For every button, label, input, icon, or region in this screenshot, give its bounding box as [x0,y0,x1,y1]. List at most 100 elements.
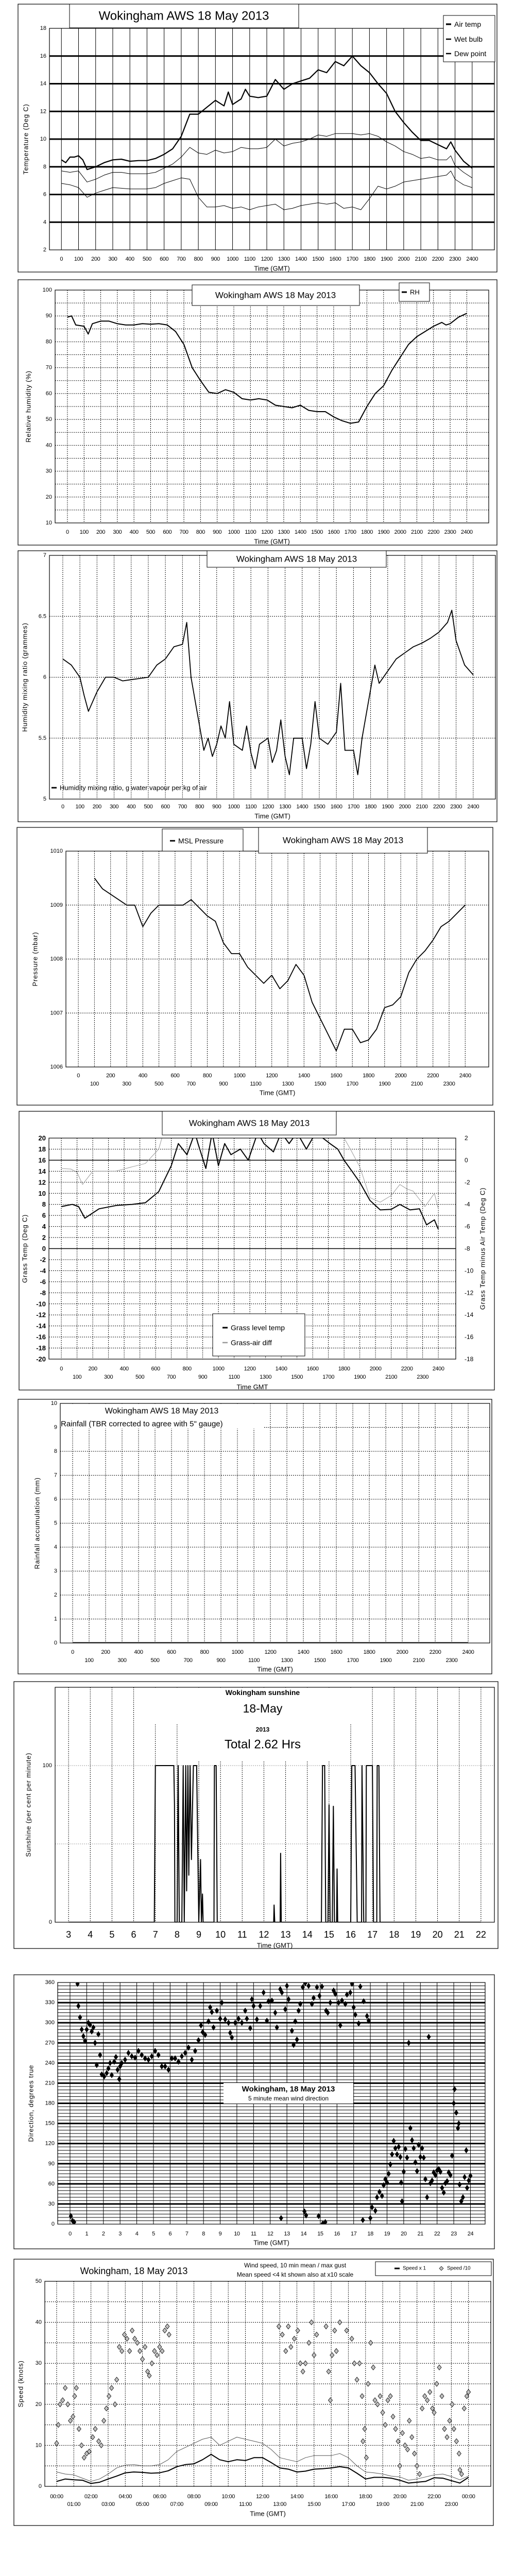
data-point [280,1989,284,1996]
x-tick-label: 1600 [330,1073,342,1079]
x-tick-label: 22 [476,1929,486,1940]
data-point [136,2047,141,2054]
data-point [228,2029,232,2036]
data-point [380,2193,384,2199]
x-tick-label: 13 [281,1929,291,1940]
data-point [291,2042,296,2048]
data-point [200,2029,205,2036]
data-point [337,2319,342,2326]
data-point [398,2154,403,2160]
x-tick-label: 0 [68,2231,72,2237]
data-point [298,2360,303,2366]
y-tick-label: 80 [46,338,52,345]
y-tick-label: 0 [52,2221,55,2227]
chart-frame [18,4,497,273]
data-point [129,2053,134,2060]
data-point [386,2171,391,2177]
x-tick-label: 300 [108,256,117,262]
x-tick-label: 600 [161,804,170,810]
data-point [405,2446,410,2453]
series-line-series-1 [68,1765,481,1922]
x-tick-label: 1100 [245,804,256,810]
x-tick-label: 800 [200,1649,209,1655]
data-point [310,2001,314,2007]
x-tick-label: 1500 [312,256,324,262]
y-tick-label: 16 [39,1156,46,1164]
data-point [340,1997,345,2004]
data-point [364,2454,369,2461]
data-point [353,2011,357,2018]
x-tick-label: 600 [167,1649,176,1655]
data-point [417,2142,421,2148]
x-tick-label: 15 [324,1929,334,1940]
data-point [83,2038,88,2044]
data-point [115,2066,120,2073]
y-tick-label: 10 [36,2442,42,2448]
data-point [466,2389,471,2395]
x-tick-label: 4 [88,1929,93,1940]
data-point [149,2053,154,2060]
data-point [459,2198,464,2205]
x-tick-label: 1000 [227,256,238,262]
data-point [464,2147,469,2154]
legend-box [162,828,244,852]
x-tick-label: 1600 [331,804,342,810]
y-tick-label: 0 [49,1919,52,1925]
y-tick-label: 16 [40,53,46,59]
data-point [133,2054,138,2061]
x-tick-label: 400 [139,1073,147,1079]
data-point [354,2377,359,2383]
legend-box [375,2261,492,2276]
y-tick-label: 3 [54,1568,57,1574]
series-line-dew-point [61,171,472,210]
title-box [69,4,299,28]
x-tick-label: 1300 [281,1657,293,1664]
x-tick-label: 04:00 [119,2494,132,2500]
x-tick-label: 21 [418,2231,424,2237]
data-point [462,2174,467,2180]
y-tick-label: 5 [54,1520,57,1527]
x-axis-label: Time (GMT) [254,812,290,820]
y-tick-label: 1006 [50,1064,63,1070]
x-tick-label: 1100 [248,1657,260,1664]
data-point [87,2448,92,2454]
x-tick-label: 300 [104,1374,113,1380]
x-tick-label: 6 [131,1929,136,1940]
data-point [74,2385,79,2391]
data-point [145,2368,150,2375]
data-point [357,2360,362,2366]
x-axis-label: Time (GMT) [254,265,290,273]
x-tick-label: 2400 [467,804,479,810]
data-point [393,2426,398,2432]
title-text: Wokingham, 18 May 2013 [80,2266,188,2276]
data-point [208,2004,213,2011]
y-tick-label: 20 [36,2401,42,2408]
legend-entry: RH [410,289,420,296]
data-point [326,2368,331,2375]
x-tick-label: 13 [284,2231,290,2237]
x-tick-label: 600 [151,1366,160,1372]
data-point [401,2168,406,2175]
x-tick-label: 20:00 [393,2494,407,2500]
x-tick-label: 5 [109,1929,114,1940]
x-tick-label: 1400 [295,256,307,262]
data-point [79,2442,84,2449]
x-tick-label: 300 [113,529,122,535]
data-point [410,2137,415,2144]
total-text: Total 2.62 Hrs [225,1738,301,1752]
y-axis-label: Pressure (mbar) [31,932,39,987]
plot-border [55,1687,495,1923]
data-point [420,2405,425,2412]
data-point [362,1998,366,2005]
x-tick-label: 23:00 [445,2501,458,2507]
x-tick-label: 2300 [449,256,461,262]
x-tick-label: 17:00 [342,2501,355,2507]
data-point [412,2450,417,2456]
data-point [71,2414,76,2420]
x-tick-label: 300 [117,1657,126,1664]
x-tick-label: 08:00 [187,2494,201,2500]
title-box [224,2083,353,2104]
y2-tick-label: -10 [465,1267,474,1274]
data-point [427,2389,433,2395]
